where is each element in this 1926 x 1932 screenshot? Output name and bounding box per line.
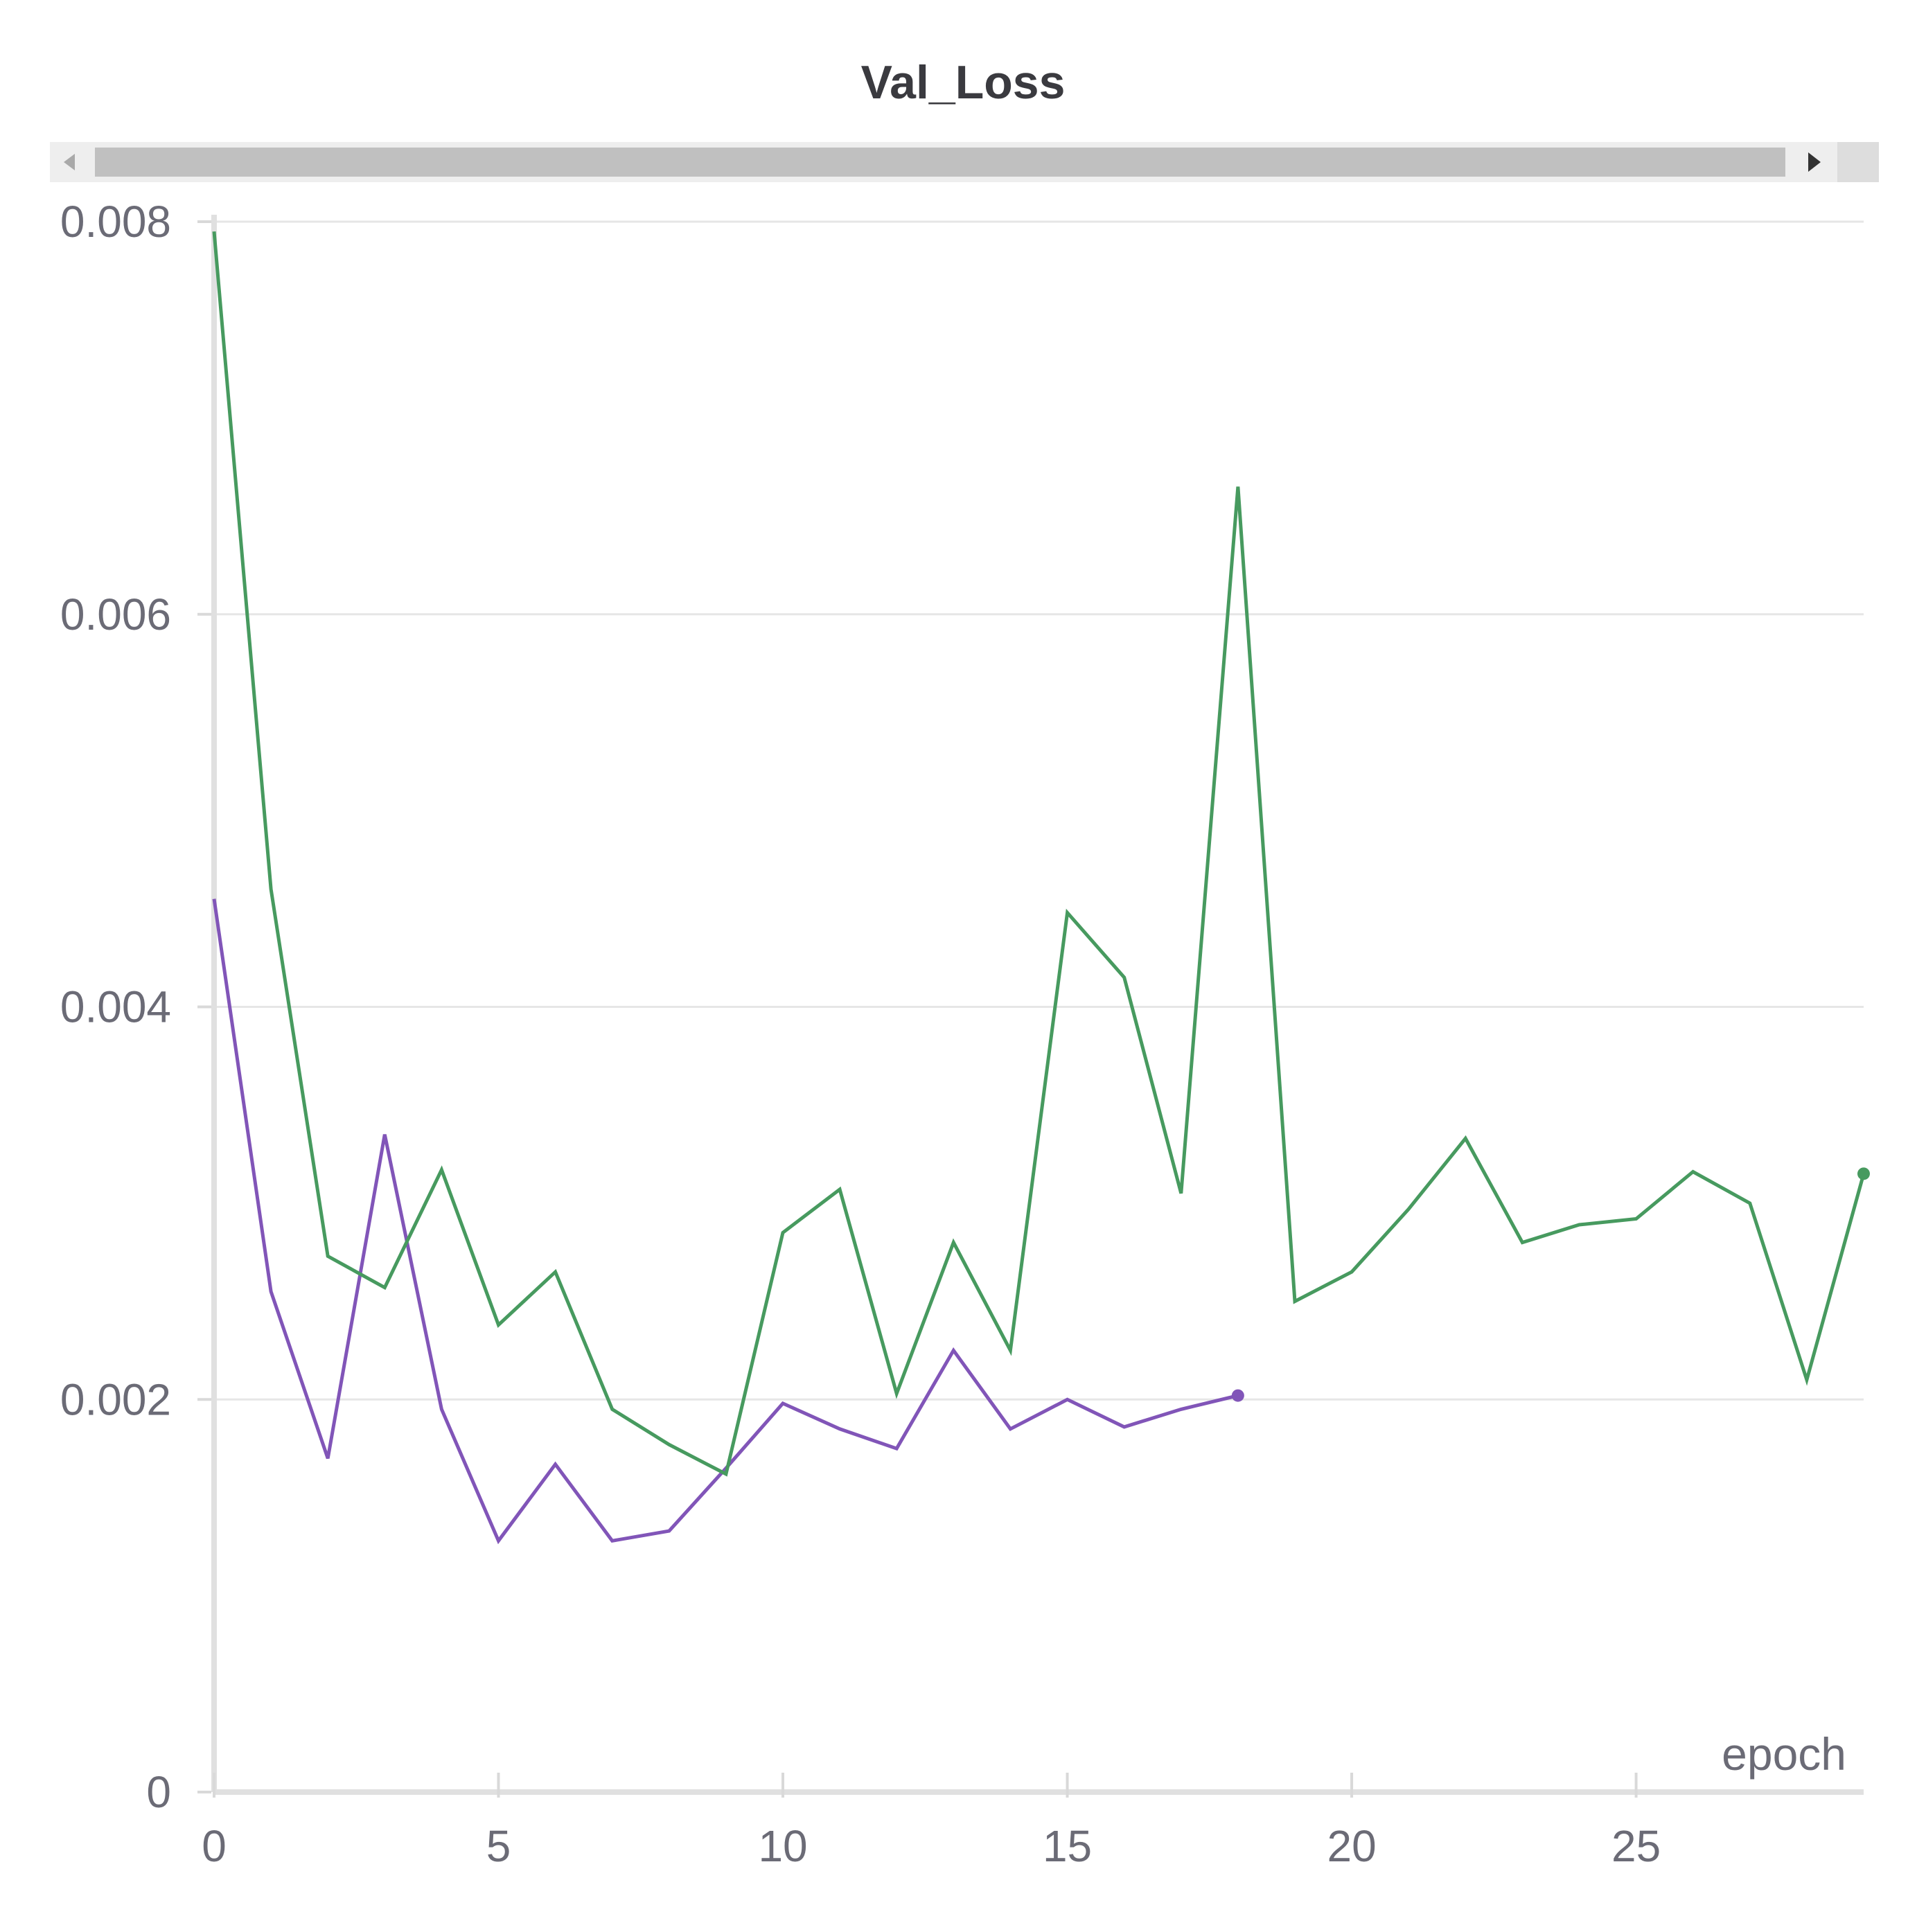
y-tick-label: 0.008: [60, 197, 171, 247]
scrollbar-end-cap: [1837, 142, 1879, 182]
y-tick-label: 0: [146, 1767, 171, 1817]
chart-title: Val_Loss: [860, 56, 1066, 109]
y-tick-label: 0.002: [60, 1374, 171, 1424]
scroll-right-arrow-icon[interactable]: [1808, 152, 1821, 172]
y-tick-label: 0.004: [60, 982, 171, 1032]
y-tick-label: 0.006: [60, 590, 171, 639]
x-tick-label: 25: [1611, 1821, 1661, 1871]
series-end-point-1: [1231, 1389, 1244, 1402]
series-line-1: [212, 898, 1239, 1545]
chart-zoom-scrollbar[interactable]: [50, 142, 1879, 182]
x-tick-label: 15: [1043, 1821, 1092, 1871]
gridlines: [214, 220, 1864, 1401]
series-line-2: [212, 231, 1866, 1477]
tick-labels: 0 0.002 0.004 0.006 0.008 0 5 10 15 20 25: [60, 197, 1661, 1871]
x-tick-label: 20: [1327, 1821, 1376, 1871]
series-lines: [212, 231, 1870, 1545]
scroll-left-arrow-icon[interactable]: [64, 154, 75, 170]
x-tick-label: 5: [486, 1821, 511, 1871]
x-axis-label: epoch: [1722, 1728, 1846, 1780]
axes: [197, 215, 1864, 1798]
x-tick-label: 0: [202, 1821, 227, 1871]
scrollbar-thumb[interactable]: [95, 148, 1785, 177]
x-tick-label: 10: [758, 1821, 807, 1871]
series-end-point-2: [1857, 1167, 1870, 1180]
